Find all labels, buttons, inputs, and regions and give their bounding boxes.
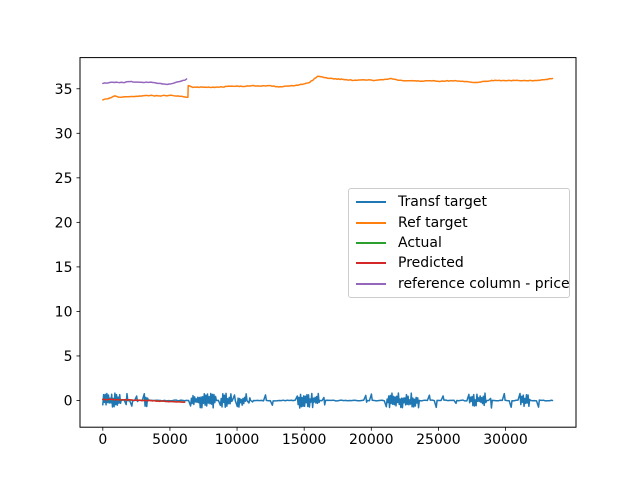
- series-line-transf-target: [102, 392, 554, 409]
- y-tick-label: 25: [55, 171, 73, 187]
- x-tick-label: 30000: [483, 432, 528, 448]
- x-tick-label: 0: [98, 432, 107, 448]
- legend-line-sample: [356, 282, 386, 285]
- legend-entry: Predicted: [356, 255, 569, 271]
- legend-label: Ref target: [398, 214, 468, 231]
- legend: Transf target Ref target Actual Predicte…: [348, 188, 570, 298]
- legend-entry: Ref target: [356, 215, 569, 231]
- y-tick-label: 5: [64, 349, 73, 365]
- y-tick-label: 20: [55, 215, 73, 231]
- y-tick-label: 35: [55, 82, 73, 98]
- x-tick-label: 20000: [349, 432, 394, 448]
- y-tick-label: 0: [64, 393, 73, 409]
- y-tick-label: 30: [55, 126, 73, 142]
- x-tick-label: 5000: [152, 432, 188, 448]
- legend-entry: Actual: [356, 235, 569, 251]
- legend-entry: Transf target: [356, 194, 569, 210]
- axes-frame: [79, 57, 577, 428]
- x-tick-label: 10000: [215, 432, 260, 448]
- y-tick-label: 10: [55, 304, 73, 320]
- x-tick-label: 25000: [416, 432, 461, 448]
- x-tick-label: 15000: [282, 432, 327, 448]
- legend-line-sample: [356, 201, 386, 204]
- series-line-ref-target: [102, 75, 554, 101]
- legend-line-sample: [356, 221, 386, 224]
- legend-entry: reference column - price: [356, 275, 570, 292]
- y-tick-label: 15: [55, 260, 73, 276]
- legend-label: reference column - price: [398, 275, 570, 292]
- legend-label: Predicted: [398, 255, 464, 272]
- series-line-reference-column-price: [102, 78, 188, 86]
- legend-label: Actual: [398, 234, 442, 251]
- legend-line-sample: [356, 241, 386, 244]
- series-line-predicted: [102, 398, 186, 403]
- legend-label: Transf target: [398, 194, 487, 211]
- legend-line-sample: [356, 262, 386, 265]
